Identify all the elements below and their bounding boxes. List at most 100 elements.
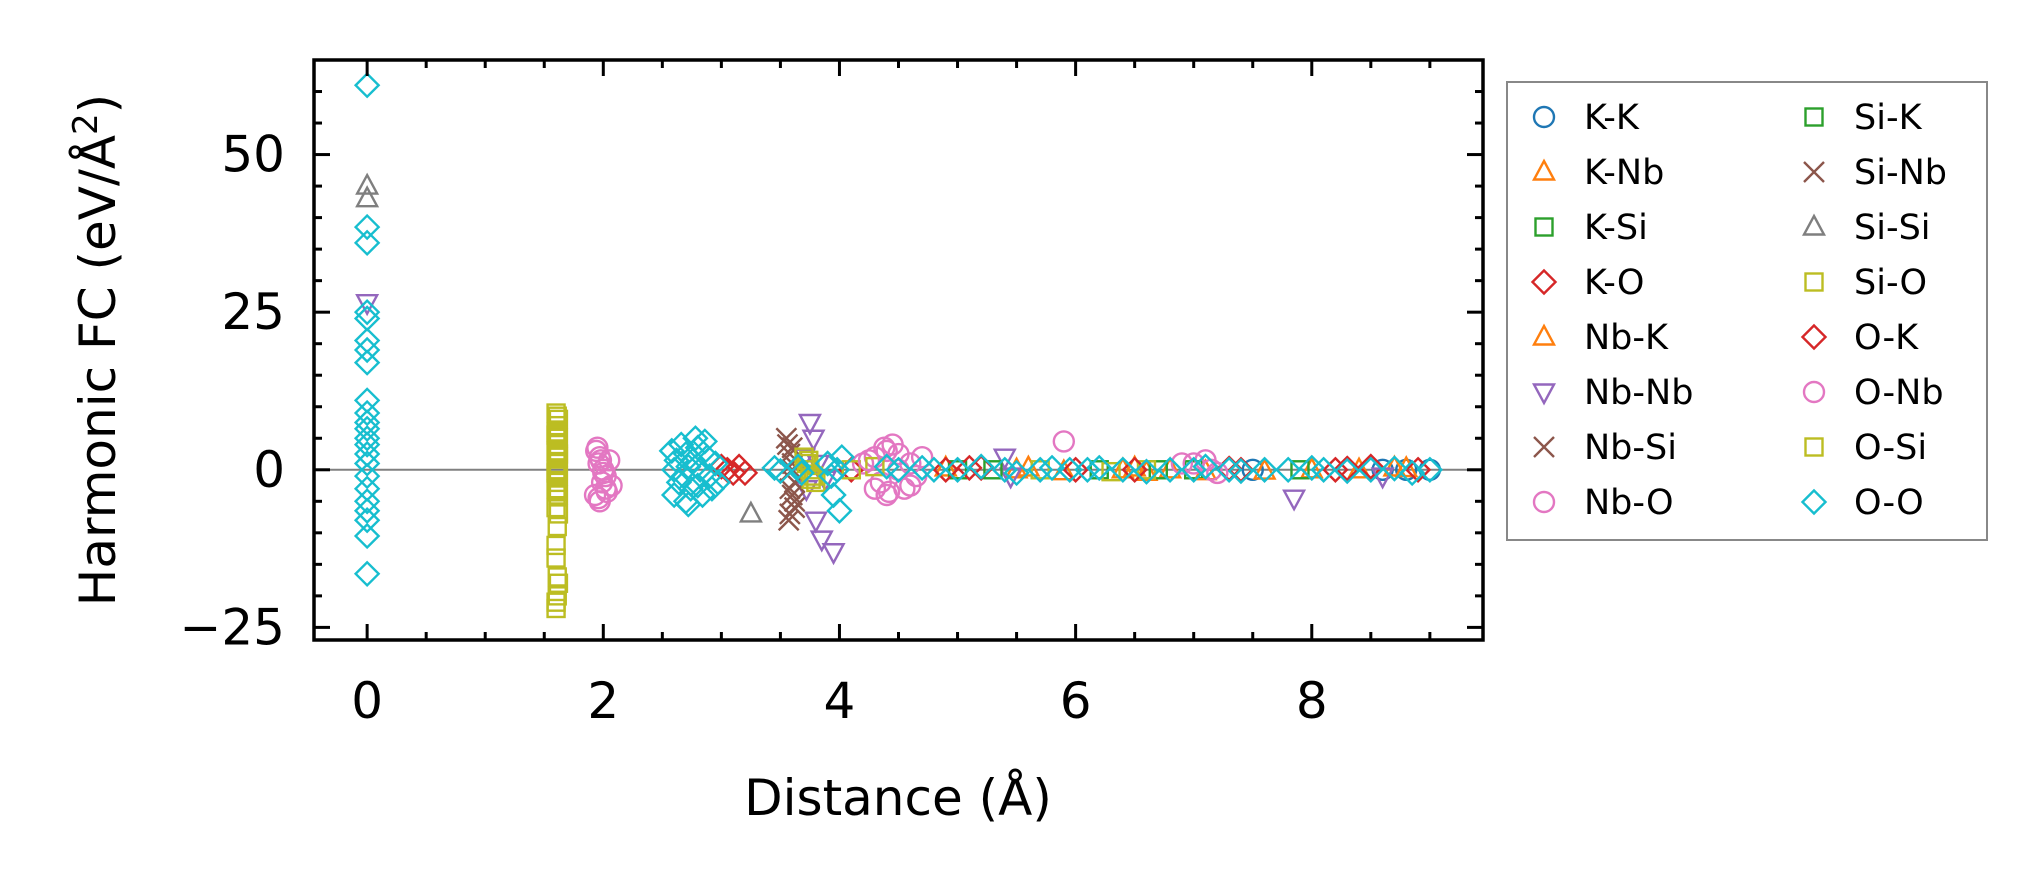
point-o-si	[546, 463, 566, 483]
point-nb-o	[899, 452, 922, 475]
point-o-o	[353, 72, 381, 99]
point-o-nb	[587, 486, 610, 510]
point-nb-k	[1299, 456, 1324, 479]
legend-marker-nb-nb	[1531, 383, 1557, 406]
point-o-nb	[899, 474, 922, 497]
point-o-o	[1026, 456, 1054, 483]
point-o-o	[885, 456, 912, 483]
point-nb-o	[1170, 452, 1194, 475]
point-k-si	[947, 460, 968, 480]
point-o-o	[353, 336, 381, 364]
point-o-o	[353, 399, 381, 427]
point-nb-nb	[992, 448, 1017, 471]
legend-label-nb-o: Nb-O	[1584, 483, 1674, 523]
point-o-o	[967, 453, 995, 480]
point-o-o	[698, 475, 726, 502]
legend-label-k-si: K-Si	[1584, 208, 1648, 248]
point-o-o	[353, 229, 381, 257]
point-o-o	[353, 431, 381, 458]
point-o-o	[1192, 453, 1219, 480]
point-nb-o	[1052, 430, 1076, 453]
point-o-o	[691, 428, 719, 455]
point-nb-si	[777, 509, 800, 532]
point-o-o	[1180, 456, 1207, 483]
point-o-o	[1334, 457, 1361, 485]
legend-marker-si-k	[1804, 107, 1824, 127]
point-o-o	[784, 453, 812, 480]
legend: K-K K-Nb K-Si K-O Nb-K Nb-Nb Nb-Si Nb-O Si-K Si-N…	[1506, 81, 1988, 541]
plot-frame	[312, 58, 1485, 642]
point-si-si	[355, 172, 380, 195]
point-o-nb	[589, 449, 613, 472]
legend-marker-nb-o	[1532, 490, 1556, 514]
point-o-o	[1251, 456, 1278, 483]
point-si-si	[738, 500, 763, 523]
point-o-o	[353, 409, 381, 436]
point-si-o	[1030, 460, 1050, 480]
point-o-o	[353, 349, 381, 376]
point-o-o	[353, 488, 381, 515]
point-o-o	[826, 497, 853, 524]
point-o-k	[1404, 456, 1432, 483]
point-o-o	[1310, 456, 1337, 483]
point-si-o	[803, 466, 824, 486]
legend-marker-nb-si	[1533, 436, 1555, 458]
legend-label-nb-si: Nb-Si	[1584, 428, 1677, 468]
point-nb-nb	[355, 294, 380, 317]
point-nb-o	[863, 477, 887, 500]
point-si-o	[1101, 461, 1121, 482]
point-o-nb	[877, 480, 901, 504]
point-o-o	[353, 560, 381, 588]
point-o-o	[1109, 456, 1137, 483]
point-o-o	[353, 497, 381, 524]
point-o-o	[353, 415, 381, 443]
point-o-si	[548, 504, 569, 524]
point-nb-nb	[801, 429, 826, 452]
point-si-o	[546, 497, 566, 518]
point-o-si	[548, 444, 569, 464]
point-o-o	[353, 522, 381, 550]
point-o-o	[353, 507, 381, 534]
point-nb-k	[1134, 458, 1159, 482]
point-o-o	[353, 327, 381, 354]
legend-label-nb-nb: Nb-Nb	[1584, 373, 1693, 413]
point-o-nb	[592, 461, 615, 485]
point-nb-o	[910, 445, 934, 469]
point-o-si	[547, 567, 567, 587]
legend-label-o-o: O-O	[1854, 483, 1924, 523]
y-tick-label: 50	[221, 126, 285, 184]
point-nb-nb	[797, 413, 822, 437]
point-o-o	[828, 443, 856, 471]
x-tick-label: 4	[824, 672, 856, 730]
point-si-nb	[779, 503, 801, 525]
point-o-o	[675, 491, 702, 518]
point-si-o	[546, 598, 566, 619]
legend-marker-k-k	[1532, 105, 1556, 129]
legend-marker-k-si	[1534, 217, 1554, 237]
point-o-o	[1056, 456, 1083, 483]
point-nb-nb	[1282, 489, 1307, 512]
point-o-nb	[857, 449, 881, 472]
legend-label-k-k: K-K	[1584, 98, 1640, 138]
point-o-o	[761, 454, 788, 482]
point-o-o	[1038, 454, 1066, 482]
point-o-o	[1003, 459, 1030, 487]
point-nb-k	[1110, 456, 1135, 479]
point-k-o	[1357, 453, 1385, 480]
x-tick-label: 2	[587, 672, 619, 730]
point-o-o	[668, 431, 695, 458]
point-o-o	[353, 462, 381, 490]
legend-marker-o-si	[1804, 437, 1824, 457]
x-tick-label: 8	[1296, 672, 1328, 730]
point-o-o	[704, 469, 732, 496]
legend-marker-si-o	[1804, 272, 1824, 292]
point-o-k	[731, 459, 759, 487]
y-axis-label-main: Harmonic FC (eV/Å	[69, 135, 127, 606]
point-o-o	[689, 481, 716, 509]
x-axis-label: Distance (Å)	[744, 769, 1052, 827]
point-o-o	[682, 425, 709, 452]
legend-marker-o-k	[1800, 323, 1828, 351]
point-si-nb	[783, 490, 806, 513]
point-o-o	[702, 450, 729, 477]
point-o-si	[547, 482, 567, 502]
